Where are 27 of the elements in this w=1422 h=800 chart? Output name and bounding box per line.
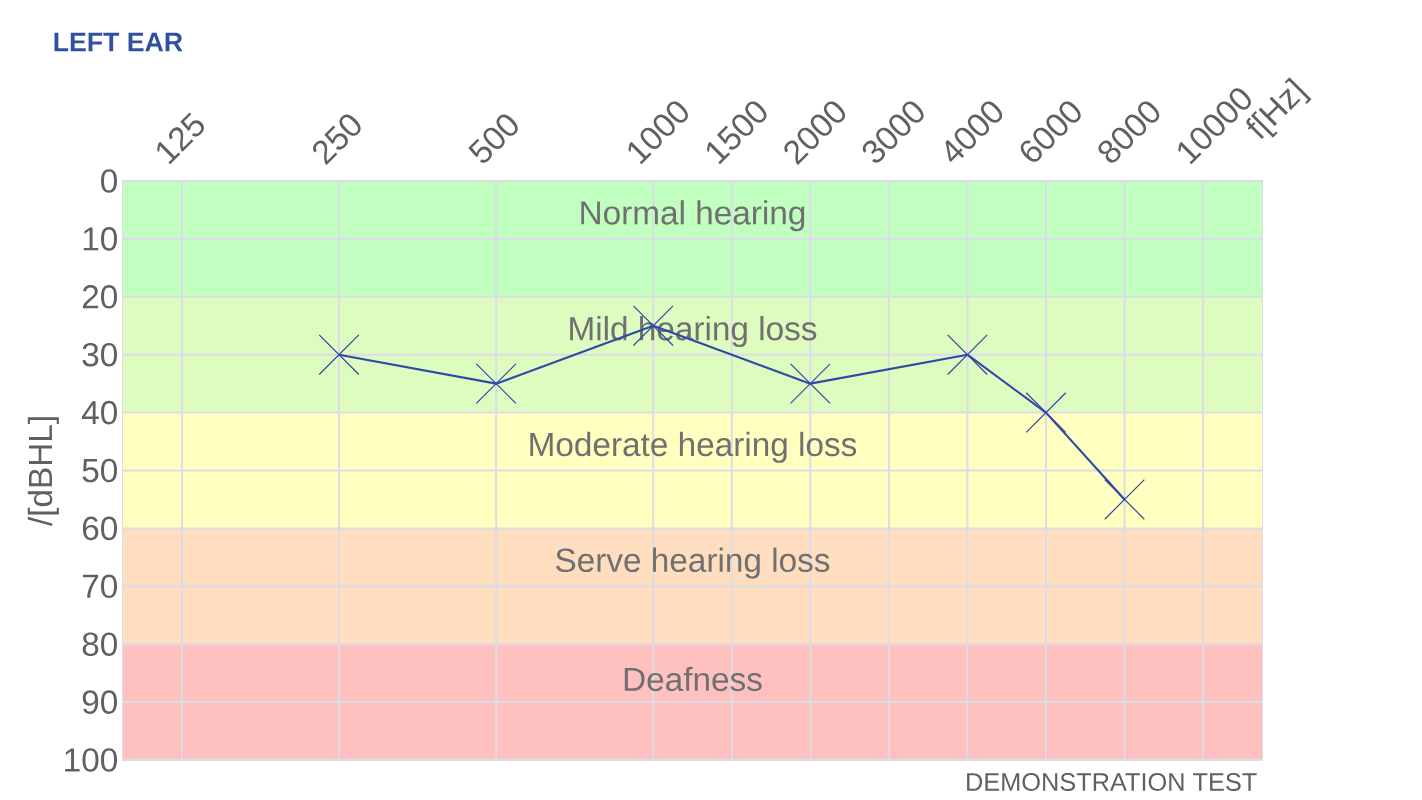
x-tick-label: 125 xyxy=(157,112,204,165)
x-tick-label: 250 xyxy=(313,114,361,165)
point xyxy=(1025,392,1067,433)
y-tick-label: 30 xyxy=(82,342,117,367)
y-tick-label: 100 xyxy=(65,748,117,772)
y-tick-label: 80 xyxy=(82,632,117,656)
y-tick-label: 10 xyxy=(83,227,117,251)
band-label: Normal hearing xyxy=(581,200,805,232)
point xyxy=(947,334,988,376)
chart-title: LEFT EAR xyxy=(54,32,183,52)
y-tick-label: 0 xyxy=(101,169,117,193)
point xyxy=(1104,479,1145,520)
point xyxy=(318,334,360,376)
y-tick-label: 20 xyxy=(82,285,117,309)
point xyxy=(789,363,831,405)
band-label: Moderate hearing loss xyxy=(530,431,857,463)
x-tick-label: 500 xyxy=(468,114,518,163)
band-label: Serve hearing loss xyxy=(555,547,830,579)
text: DEMONSTRATION TEST xyxy=(967,773,1257,791)
y-tick-label: 40 xyxy=(82,400,117,425)
y-tick-label: 50 xyxy=(82,458,117,483)
y-axis-title: /[dBHL] xyxy=(27,417,59,527)
band-label: Deafness xyxy=(624,666,762,692)
y-tick-label: 60 xyxy=(82,516,117,541)
y-tick-label: 70 xyxy=(82,574,117,599)
point xyxy=(475,363,517,405)
y-tick-label: 90 xyxy=(82,690,117,714)
